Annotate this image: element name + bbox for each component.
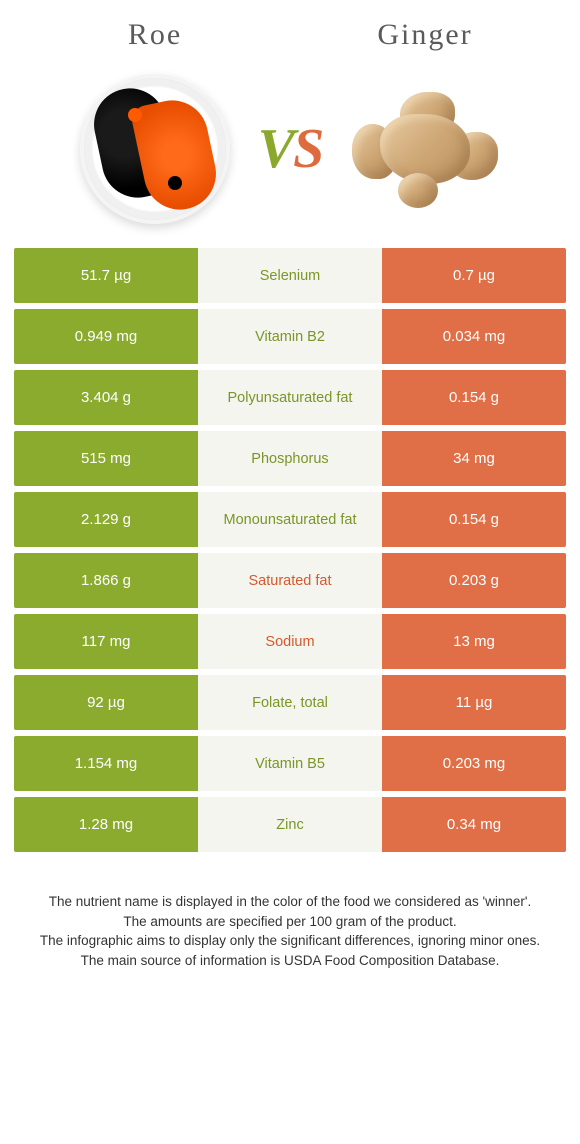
right-value: 0.154 g: [382, 492, 566, 547]
left-value: 2.129 g: [14, 492, 198, 547]
footer-line4: The main source of information is USDA F…: [28, 951, 552, 971]
nutrient-table: 51.7 µgSelenium0.7 µg0.949 mgVitamin B20…: [0, 248, 580, 852]
right-value: 0.203 g: [382, 553, 566, 608]
header: Roe Ginger: [0, 0, 580, 64]
table-row: 51.7 µgSelenium0.7 µg: [14, 248, 566, 303]
nutrient-label: Selenium: [198, 248, 382, 303]
footer-notes: The nutrient name is displayed in the co…: [0, 858, 580, 970]
ginger-image: [340, 74, 510, 224]
nutrient-label: Phosphorus: [198, 431, 382, 486]
right-value: 0.34 mg: [382, 797, 566, 852]
left-value: 0.949 mg: [14, 309, 198, 364]
nutrient-label: Sodium: [198, 614, 382, 669]
table-row: 3.404 gPolyunsaturated fat0.154 g: [14, 370, 566, 425]
right-value: 0.154 g: [382, 370, 566, 425]
table-row: 1.28 mgZinc0.34 mg: [14, 797, 566, 852]
table-row: 92 µgFolate, total11 µg: [14, 675, 566, 730]
left-value: 1.28 mg: [14, 797, 198, 852]
left-value: 1.866 g: [14, 553, 198, 608]
table-row: 117 mgSodium13 mg: [14, 614, 566, 669]
nutrient-label: Zinc: [198, 797, 382, 852]
nutrient-label: Vitamin B5: [198, 736, 382, 791]
footer-line1: The nutrient name is displayed in the co…: [28, 892, 552, 912]
title-right: Ginger: [290, 18, 560, 52]
nutrient-label: Monounsaturated fat: [198, 492, 382, 547]
vs-label: VS: [258, 117, 323, 181]
images-row: VS: [0, 64, 580, 248]
left-value: 51.7 µg: [14, 248, 198, 303]
left-value: 515 mg: [14, 431, 198, 486]
left-value: 117 mg: [14, 614, 198, 669]
vs-s: S: [293, 118, 322, 180]
right-value: 11 µg: [382, 675, 566, 730]
roe-image: [70, 74, 240, 224]
left-value: 3.404 g: [14, 370, 198, 425]
table-row: 1.154 mgVitamin B50.203 mg: [14, 736, 566, 791]
nutrient-label: Folate, total: [198, 675, 382, 730]
left-value: 1.154 mg: [14, 736, 198, 791]
table-row: 515 mgPhosphorus34 mg: [14, 431, 566, 486]
right-value: 0.203 mg: [382, 736, 566, 791]
table-row: 1.866 gSaturated fat0.203 g: [14, 553, 566, 608]
footer-line3: The infographic aims to display only the…: [28, 931, 552, 951]
right-value: 0.034 mg: [382, 309, 566, 364]
title-left: Roe: [20, 18, 290, 52]
right-value: 13 mg: [382, 614, 566, 669]
left-value: 92 µg: [14, 675, 198, 730]
table-row: 0.949 mgVitamin B20.034 mg: [14, 309, 566, 364]
right-value: 34 mg: [382, 431, 566, 486]
nutrient-label: Polyunsaturated fat: [198, 370, 382, 425]
table-row: 2.129 gMonounsaturated fat0.154 g: [14, 492, 566, 547]
footer-line2: The amounts are specified per 100 gram o…: [28, 912, 552, 932]
nutrient-label: Saturated fat: [198, 553, 382, 608]
right-value: 0.7 µg: [382, 248, 566, 303]
vs-v: V: [258, 118, 293, 180]
nutrient-label: Vitamin B2: [198, 309, 382, 364]
